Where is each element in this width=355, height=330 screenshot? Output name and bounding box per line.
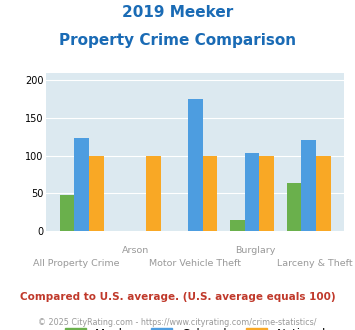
- Bar: [146, 155, 161, 231]
- Bar: [75, 138, 89, 231]
- Bar: [188, 99, 203, 231]
- Bar: [60, 195, 75, 231]
- Text: Compared to U.S. average. (U.S. average equals 100): Compared to U.S. average. (U.S. average …: [20, 292, 335, 302]
- Bar: [301, 140, 316, 231]
- Text: Burglary: Burglary: [235, 246, 275, 255]
- Text: Arson: Arson: [122, 246, 149, 255]
- Text: Larceny & Theft: Larceny & Theft: [277, 259, 353, 268]
- Bar: [230, 220, 245, 231]
- Text: © 2025 CityRating.com - https://www.cityrating.com/crime-statistics/: © 2025 CityRating.com - https://www.city…: [38, 318, 317, 327]
- Bar: [89, 155, 104, 231]
- Legend: Meeker, Colorado, National: Meeker, Colorado, National: [61, 324, 329, 330]
- Text: 2019 Meeker: 2019 Meeker: [122, 5, 233, 20]
- Text: Motor Vehicle Theft: Motor Vehicle Theft: [149, 259, 241, 268]
- Text: All Property Crime: All Property Crime: [33, 259, 119, 268]
- Bar: [203, 155, 217, 231]
- Bar: [286, 183, 301, 231]
- Bar: [316, 155, 331, 231]
- Bar: [245, 152, 260, 231]
- Text: Property Crime Comparison: Property Crime Comparison: [59, 33, 296, 48]
- Bar: [260, 155, 274, 231]
